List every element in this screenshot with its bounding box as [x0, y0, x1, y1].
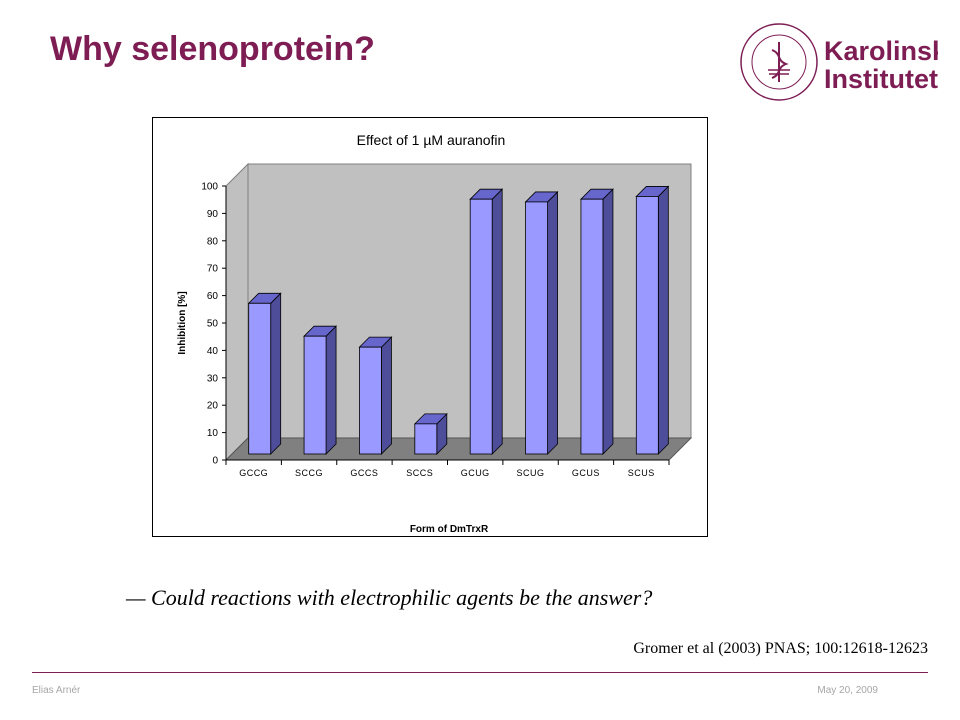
y-axis-title: Inhibition [%]	[177, 291, 188, 354]
bar-side	[270, 292, 282, 455]
y-tick-label: 30	[207, 373, 219, 384]
bar	[359, 346, 382, 455]
x-tick-label: SCUG	[517, 468, 545, 478]
bar-side	[325, 325, 337, 455]
y-tick-label: 10	[207, 428, 219, 439]
bar	[635, 196, 659, 455]
footer-divider	[32, 672, 928, 673]
slide-title: Why selenoprotein?	[50, 30, 375, 68]
y-tick-label: 20	[207, 401, 219, 412]
logo-name-line1: Karolinska	[824, 36, 938, 66]
bar	[414, 423, 438, 455]
logo-name-line2: Institutet	[824, 64, 938, 94]
x-tick-label: SCCS	[406, 468, 433, 478]
chart-container: 0 10 20 30 40 50 60 70 80 90 100 GCCG SCCG GCCS SCCS GC…	[152, 117, 708, 537]
bar	[580, 198, 604, 455]
y-tick-label: 100	[201, 182, 218, 193]
y-tick-label: 40	[207, 346, 219, 357]
y-tick-label: 50	[207, 319, 219, 330]
chart-side-wall	[225, 162, 249, 462]
y-tick-label: 0	[212, 456, 218, 467]
seal-icon	[740, 23, 818, 101]
chart-title: Effect of 1 µM auranofin	[357, 132, 506, 148]
bar-side	[657, 185, 669, 455]
karolinska-logo: Karolinska Institutet	[740, 23, 938, 101]
footer-author: Elias Arnér	[32, 685, 81, 696]
x-tick-label: GCCG	[239, 468, 268, 478]
bar-chart: 0 10 20 30 40 50 60 70 80 90 100 GCCG SCCG GCCS SCCS GC…	[177, 132, 693, 535]
x-tick-label: GCUG	[461, 468, 490, 478]
bar	[469, 198, 493, 455]
y-tick-label: 70	[207, 264, 219, 275]
x-axis-title: Form of DmTrxR	[410, 524, 489, 535]
chart-floor	[224, 437, 693, 461]
bar	[525, 201, 548, 455]
footer-date: May 20, 2009	[817, 685, 878, 696]
bar-side	[381, 336, 392, 455]
bar-side	[491, 188, 503, 455]
x-tick-label: GCCS	[350, 468, 378, 478]
x-tick-label: SCCG	[295, 468, 323, 478]
y-tick-label: 90	[207, 209, 219, 220]
bar-side	[602, 188, 614, 455]
bar	[248, 302, 272, 455]
x-tick-label: GCUS	[572, 468, 600, 478]
citation-text: Gromer et al (2003) PNAS; 100:12618-1262…	[633, 640, 928, 657]
x-tick-label: SCUS	[628, 468, 655, 478]
question-text: — Could reactions with electrophilic age…	[126, 585, 653, 610]
y-tick-label: 80	[207, 236, 219, 247]
bar-side	[547, 190, 558, 455]
y-tick-label: 60	[207, 291, 219, 302]
bar	[303, 335, 327, 455]
